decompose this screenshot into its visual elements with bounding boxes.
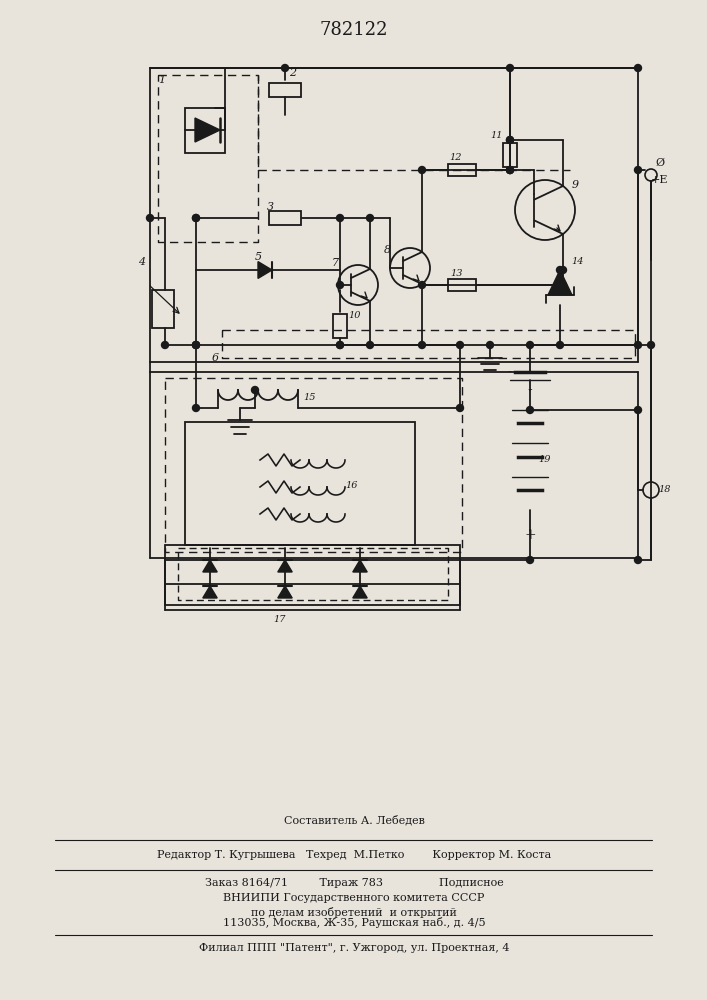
Bar (152, 290, 174, 328)
Circle shape (366, 342, 373, 349)
Polygon shape (353, 560, 367, 572)
Text: 11: 11 (491, 130, 503, 139)
Text: Составитель А. Лебедев: Составитель А. Лебедев (284, 815, 424, 825)
Polygon shape (203, 586, 217, 598)
Circle shape (192, 342, 199, 349)
Text: 8: 8 (383, 245, 390, 255)
Circle shape (337, 342, 344, 349)
Polygon shape (195, 118, 220, 142)
Polygon shape (548, 270, 572, 295)
Circle shape (192, 215, 199, 222)
Circle shape (419, 282, 426, 288)
Circle shape (161, 342, 168, 349)
Text: 19: 19 (539, 456, 551, 464)
Circle shape (419, 342, 426, 349)
Text: -: - (508, 365, 512, 378)
Circle shape (192, 404, 199, 412)
Text: 14: 14 (572, 257, 584, 266)
Circle shape (506, 136, 513, 143)
Text: Заказ 8164/71         Тираж 783                Подписное: Заказ 8164/71 Тираж 783 Подписное (204, 878, 503, 888)
Bar (269, 83, 301, 97)
Text: 15: 15 (304, 392, 316, 401)
Circle shape (634, 166, 641, 174)
Polygon shape (278, 586, 292, 598)
Circle shape (506, 166, 513, 174)
Circle shape (506, 166, 513, 174)
Circle shape (559, 282, 566, 288)
Circle shape (192, 342, 199, 349)
Text: 2: 2 (289, 68, 296, 78)
Text: 1: 1 (158, 75, 165, 85)
Circle shape (192, 215, 199, 222)
Text: +: + (524, 528, 536, 542)
Text: 12: 12 (450, 152, 462, 161)
Text: 782122: 782122 (320, 21, 388, 39)
Text: 18: 18 (659, 486, 671, 494)
Circle shape (457, 342, 464, 349)
Bar (448, 279, 476, 291)
Bar (503, 143, 517, 167)
Circle shape (556, 266, 563, 273)
Bar (269, 211, 301, 225)
Text: 7: 7 (332, 258, 339, 268)
Text: Редактор Т. Кугрышева   Техред  М.Петко        Корректор М. Коста: Редактор Т. Кугрышева Техред М.Петко Кор… (157, 850, 551, 860)
Text: 9: 9 (571, 180, 578, 190)
Circle shape (457, 404, 464, 412)
Circle shape (337, 215, 344, 222)
Circle shape (556, 342, 563, 349)
Circle shape (281, 64, 288, 72)
Circle shape (419, 166, 426, 174)
Circle shape (486, 342, 493, 349)
Text: 113035, Москва, Ж-35, Раушская наб., д. 4/5: 113035, Москва, Ж-35, Раушская наб., д. … (223, 918, 485, 928)
Text: 16: 16 (346, 481, 358, 489)
Text: 6: 6 (211, 353, 218, 363)
Circle shape (192, 342, 199, 349)
Text: по делам изобретений  и открытий: по делам изобретений и открытий (251, 906, 457, 918)
Text: -: - (527, 383, 532, 397)
Circle shape (559, 266, 566, 273)
Circle shape (366, 215, 373, 222)
Circle shape (527, 556, 534, 564)
Text: 13: 13 (451, 268, 463, 277)
Bar (165, 545, 460, 605)
Bar (185, 422, 415, 545)
Circle shape (506, 64, 513, 72)
Polygon shape (278, 560, 292, 572)
Circle shape (252, 386, 259, 393)
Circle shape (506, 136, 513, 143)
Polygon shape (353, 586, 367, 598)
Bar (448, 164, 476, 176)
Circle shape (527, 342, 534, 349)
Circle shape (634, 556, 641, 564)
Circle shape (337, 282, 344, 288)
Bar (185, 108, 225, 153)
Circle shape (337, 342, 344, 349)
Circle shape (527, 406, 534, 414)
Text: ВНИИПИ Государственного комитета СССР: ВНИИПИ Государственного комитета СССР (223, 893, 485, 903)
Text: 17: 17 (274, 615, 286, 624)
Circle shape (506, 166, 513, 174)
Circle shape (634, 342, 641, 349)
Text: Филиал ППП "Патент", г. Ужгород, ул. Проектная, 4: Филиал ППП "Патент", г. Ужгород, ул. Про… (199, 943, 509, 953)
Text: Ø: Ø (655, 158, 665, 168)
Circle shape (146, 215, 153, 222)
Circle shape (648, 342, 655, 349)
Circle shape (634, 64, 641, 72)
Polygon shape (258, 262, 272, 278)
Text: 3: 3 (267, 202, 274, 212)
Text: 5: 5 (255, 252, 262, 262)
Text: 10: 10 (349, 312, 361, 320)
Bar (333, 314, 347, 338)
Circle shape (634, 406, 641, 414)
Text: +E: +E (651, 175, 669, 185)
Polygon shape (203, 560, 217, 572)
Text: 4: 4 (139, 257, 146, 267)
